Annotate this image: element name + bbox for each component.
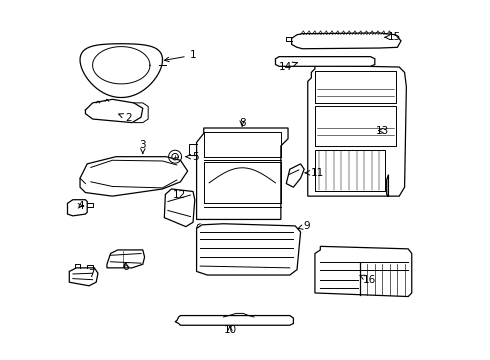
Text: 11: 11 (305, 168, 324, 178)
Text: 1: 1 (165, 50, 196, 62)
Text: 7: 7 (88, 269, 95, 279)
Text: 13: 13 (375, 126, 389, 135)
Polygon shape (292, 33, 401, 49)
Polygon shape (175, 316, 294, 325)
Polygon shape (196, 224, 300, 275)
Polygon shape (68, 200, 87, 216)
Polygon shape (107, 250, 145, 268)
Polygon shape (164, 189, 195, 226)
Text: 4: 4 (77, 201, 84, 211)
Text: 8: 8 (239, 118, 245, 128)
Text: 16: 16 (360, 275, 376, 285)
Polygon shape (80, 157, 188, 196)
Polygon shape (196, 128, 288, 220)
Text: 9: 9 (298, 221, 310, 231)
Text: 14: 14 (278, 62, 297, 72)
Polygon shape (69, 268, 98, 286)
Text: 10: 10 (223, 325, 237, 335)
Text: 6: 6 (122, 262, 129, 272)
Polygon shape (308, 65, 406, 196)
Text: 12: 12 (173, 190, 186, 200)
Text: 15: 15 (385, 32, 401, 42)
Text: 3: 3 (140, 140, 146, 153)
Polygon shape (315, 246, 412, 297)
Text: 2: 2 (119, 113, 132, 123)
Polygon shape (286, 164, 304, 187)
Polygon shape (275, 57, 375, 66)
Text: 5: 5 (186, 152, 199, 162)
